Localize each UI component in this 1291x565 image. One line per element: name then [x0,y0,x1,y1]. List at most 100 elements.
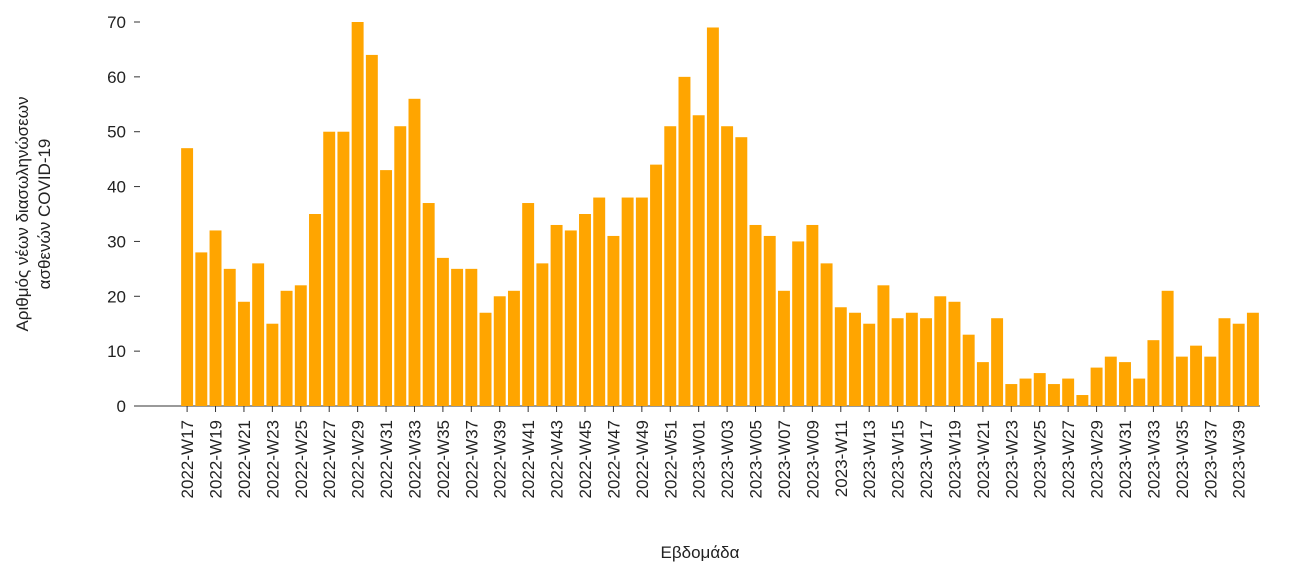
bar [1190,345,1203,406]
bar [706,27,719,406]
x-tick-label: 2023-W37 [1201,420,1220,498]
bar [522,203,535,406]
x-tick-label: 2022-W25 [292,420,311,498]
bar [1133,378,1146,406]
bar [806,224,819,406]
x-tick-label: 2023-W23 [1002,420,1021,498]
bar [209,230,222,406]
x-tick-label: 2022-W41 [519,420,538,498]
bar [1232,323,1245,406]
x-tick-label: 2023-W33 [1144,420,1163,498]
bar [635,197,648,406]
bar [1090,367,1103,406]
x-tick-label: 2022-W17 [178,420,197,498]
x-tick-label: 2023-W01 [690,420,709,498]
bar [820,263,833,406]
bar [976,362,989,406]
bar [1076,395,1089,406]
x-tick-label: 2022-W45 [576,420,595,498]
bar [692,115,705,406]
y-tick-label: 40 [107,178,126,197]
bar [721,126,734,406]
y-tick-label: 70 [107,13,126,32]
y-tick-label: 20 [107,287,126,306]
x-tick-label: 2022-W37 [462,420,481,498]
bar [465,268,478,406]
bar [891,318,904,406]
bar [309,214,321,406]
bar [223,268,236,406]
bar [536,263,549,406]
bar [1218,318,1231,406]
x-tick-label: 2023-W15 [889,420,908,498]
bar [1147,340,1160,406]
bar [181,148,194,406]
bar [1005,384,1018,406]
bar [1204,356,1217,406]
x-tick-label: 2022-W47 [604,420,623,498]
bar [934,296,947,406]
bar [749,224,762,406]
bar [678,76,691,406]
y-tick-label: 30 [107,232,126,251]
x-tick-label: 2023-W13 [860,420,879,498]
bar [834,307,847,406]
bar [1246,312,1259,406]
x-tick-label: 2023-W21 [974,420,993,498]
bar [266,323,279,406]
x-tick-label: 2023-W39 [1230,420,1249,498]
bar [436,257,449,406]
bar [493,296,506,406]
bar [948,301,961,406]
bar [422,203,435,406]
x-tick-label: 2022-W31 [377,420,396,498]
x-tick-label: 2023-W17 [917,420,936,498]
x-tick-label: 2023-W03 [718,420,737,498]
bar [323,131,336,406]
bar [763,235,776,406]
x-tick-label: 2023-W05 [747,420,766,498]
bar [507,290,520,406]
x-tick-label: 2023-W09 [803,420,822,498]
bar [1175,356,1188,406]
bar [1104,356,1117,406]
x-tick-label: 2022-W21 [235,420,254,498]
bar [1119,362,1131,406]
bar [650,164,663,406]
x-tick-label: 2022-W35 [434,420,453,498]
bar [451,268,464,406]
bar [394,126,407,406]
x-tick-label: 2022-W39 [491,420,510,498]
bar [877,285,890,406]
bar [621,197,634,406]
bar [962,334,975,406]
x-tick-label: 2023-W07 [775,420,794,498]
x-tick-label: 2022-W33 [405,420,424,498]
x-tick-label: 2022-W27 [320,420,339,498]
bar [564,230,577,406]
bar [195,252,208,406]
x-tick-label: 2022-W49 [633,420,652,498]
y-tick-label: 10 [107,342,126,361]
bar [579,214,591,406]
bar [777,290,790,406]
bar [1161,290,1174,406]
y-axis-label: ασθενών COVID-19 [35,139,54,290]
bar [252,263,265,406]
x-tick-label: 2022-W43 [548,420,567,498]
x-axis-label: Εβδομάδα [661,543,740,562]
bar [1062,378,1075,406]
x-tick-label: 2023-W29 [1088,420,1107,498]
bar [905,312,918,406]
bar [408,98,421,407]
y-tick-label: 50 [107,123,126,142]
y-axis-label: Αριθμός νέων διασωληνώσεων [13,96,32,331]
bar [365,54,378,407]
bar [849,312,861,406]
y-tick-label: 60 [107,68,126,87]
bar [792,241,805,406]
x-tick-label: 2023-W35 [1173,420,1192,498]
bar [479,312,492,406]
x-tick-label: 2023-W19 [945,420,964,498]
